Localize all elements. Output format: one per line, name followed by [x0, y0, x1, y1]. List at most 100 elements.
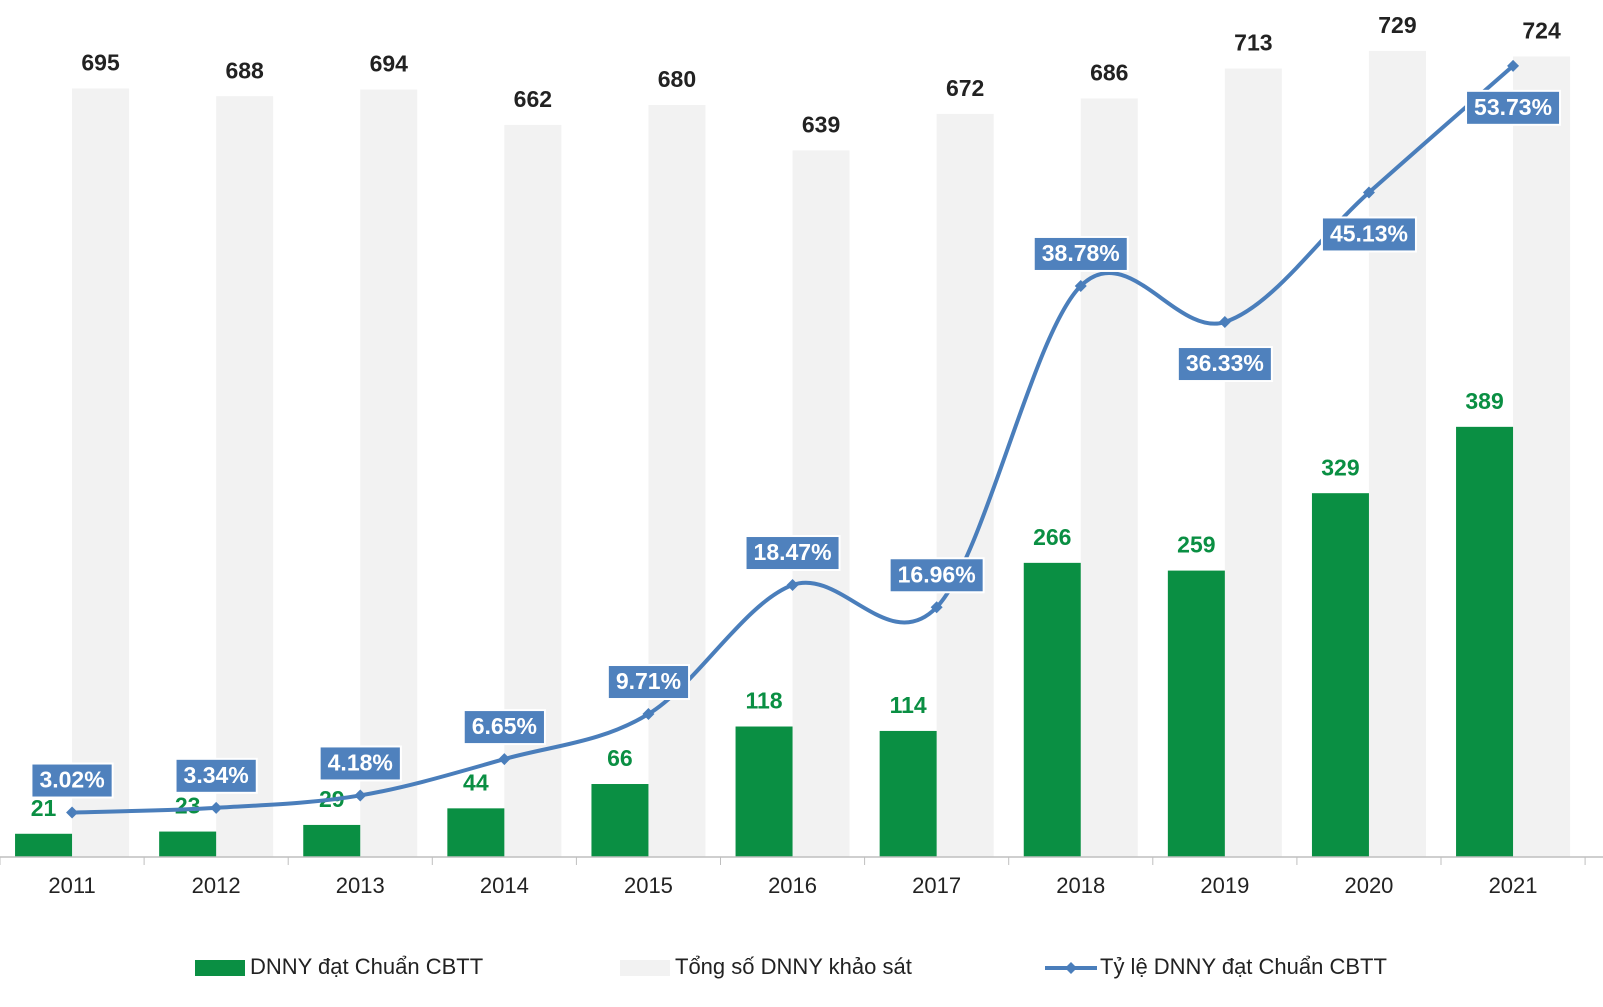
line-marker	[1507, 59, 1520, 72]
label-box	[744, 535, 841, 572]
bar-value-label: 729	[1378, 12, 1416, 38]
line-value-label: 53.73%	[1465, 89, 1562, 126]
legend-label: Tỷ lệ DNNY đạt Chuẩn CBTT	[1100, 954, 1387, 979]
line-value-text: 3.34%	[184, 762, 249, 788]
bar-value-label: 695	[81, 50, 120, 76]
bar-value-label: 259	[1177, 532, 1215, 558]
bar	[879, 730, 937, 857]
bar-value-label: 688	[225, 57, 264, 83]
line-marker	[66, 806, 79, 819]
line-value-label: 6.65%	[462, 709, 546, 746]
line-value-label: 18.47%	[744, 535, 841, 572]
bar-value-label: 114	[890, 692, 927, 718]
line	[71, 64, 1515, 815]
legend-label: Tổng số DNNY khảo sát	[675, 954, 912, 979]
x-tick-label: 2017	[912, 873, 961, 898]
line-value-text: 53.73%	[1474, 94, 1552, 120]
bar	[216, 96, 274, 858]
x-tick-label: 2019	[1200, 873, 1249, 898]
line-marker	[1218, 316, 1231, 329]
bar-value-label: 724	[1522, 17, 1561, 43]
label-box	[1176, 346, 1273, 383]
x-tick-label: 2020	[1344, 873, 1393, 898]
x-tick-label: 2015	[624, 873, 673, 898]
x-tick-label: 2014	[480, 873, 529, 898]
label-box	[606, 664, 691, 701]
bar	[1080, 98, 1138, 858]
line-value-text: 9.71%	[616, 668, 681, 694]
label-box	[1465, 89, 1562, 126]
bar-value-label: 23	[175, 793, 201, 819]
label-box	[888, 557, 985, 594]
legend-label: DNNY đạt Chuẩn CBTT	[250, 954, 483, 979]
legend-marker	[1065, 962, 1077, 974]
bar-value-label: 672	[946, 75, 984, 101]
label-box	[318, 745, 402, 782]
bar-value-label: 21	[31, 795, 57, 821]
bar-value-label: 266	[1033, 524, 1071, 550]
line-marker	[498, 753, 511, 766]
bar-value-label: 639	[802, 111, 840, 137]
line-value-text: 18.47%	[754, 539, 832, 565]
x-tick-label: 2021	[1489, 873, 1538, 898]
bar	[1368, 50, 1426, 858]
bar	[447, 808, 505, 857]
line-marker	[1362, 186, 1375, 199]
line-value-text: 4.18%	[328, 750, 393, 776]
line-marker	[930, 601, 943, 614]
x-tick-label: 2013	[336, 873, 385, 898]
bar-value-label: 680	[658, 66, 696, 92]
bar	[1311, 493, 1369, 857]
line-value-label: 9.71%	[606, 664, 691, 701]
bar-value-label: 66	[607, 745, 633, 771]
bar	[1023, 562, 1081, 857]
x-tick-label: 2016	[768, 873, 817, 898]
bar	[648, 105, 706, 857]
bar	[1167, 570, 1225, 857]
bar-value-label: 694	[370, 51, 409, 77]
line-value-text: 45.13%	[1330, 221, 1408, 247]
bar	[15, 833, 73, 857]
bar-value-label: 329	[1321, 454, 1359, 480]
label-box	[1032, 235, 1129, 272]
line-value-label: 36.33%	[1176, 346, 1273, 383]
label-box	[1320, 216, 1417, 253]
bar	[72, 88, 130, 857]
bar	[735, 726, 793, 857]
bar-value-label: 118	[745, 688, 782, 714]
bar	[303, 824, 361, 857]
line-marker	[786, 579, 799, 592]
label-box	[462, 709, 546, 746]
x-tick-label: 2018	[1056, 873, 1105, 898]
line-value-text: 6.65%	[472, 713, 537, 739]
bar	[1456, 426, 1514, 857]
bar	[1513, 56, 1571, 858]
line-value-text: 36.33%	[1186, 350, 1264, 376]
line-value-label: 38.78%	[1032, 235, 1129, 272]
line-value-text: 38.78%	[1042, 240, 1120, 266]
line-value-label: 45.13%	[1320, 216, 1417, 253]
bar-value-label: 44	[463, 769, 489, 795]
bar	[1224, 68, 1282, 857]
line-value-text: 16.96%	[898, 561, 976, 587]
line-value-label: 4.18%	[318, 745, 402, 782]
line-marker	[642, 708, 655, 721]
line-marker	[210, 801, 223, 814]
line-value-label: 16.96%	[888, 557, 985, 594]
bar	[591, 784, 649, 857]
bar-value-label: 662	[514, 86, 552, 112]
x-tick-label: 2011	[48, 873, 95, 898]
label-box	[174, 757, 258, 794]
line-value-label: 3.34%	[174, 757, 258, 794]
x-tick-label: 2012	[192, 873, 241, 898]
bar-value-label: 389	[1465, 388, 1503, 414]
line-value-text: 3.02%	[39, 767, 104, 793]
line-value-label: 3.02%	[30, 762, 114, 799]
bar	[360, 89, 418, 858]
legend-swatch	[620, 960, 670, 976]
line-marker	[354, 789, 367, 802]
line-marker	[1074, 279, 1087, 292]
label-box	[30, 762, 114, 799]
